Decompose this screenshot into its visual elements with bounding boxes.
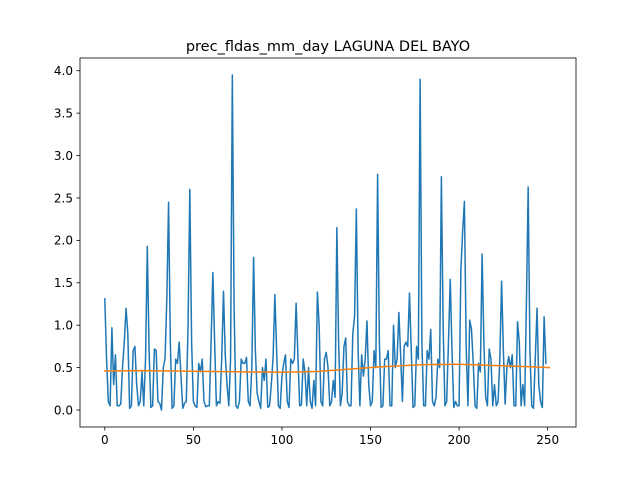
x-tick-label: 50 <box>186 433 201 447</box>
x-tick-label: 250 <box>536 433 559 447</box>
y-tick-label: 2.5 <box>54 191 73 205</box>
axes-frame <box>79 57 577 428</box>
x-tick-label: 100 <box>270 433 293 447</box>
y-tick-label: 4.0 <box>54 64 73 78</box>
x-tick-label: 0 <box>101 433 109 447</box>
plot-area: 0 50 100 150 200 250 0.0 0.5 1.0 1.5 2.0 2.5 3.0 3.5 4… <box>54 57 577 447</box>
series-line-2 <box>104 363 551 374</box>
y-tick-label: 3.0 <box>54 149 73 163</box>
y-tick-label: 0.5 <box>54 361 73 375</box>
series-line-1 <box>104 74 547 411</box>
y-tick-label: 1.0 <box>54 319 73 333</box>
x-tick-label: 150 <box>359 433 382 447</box>
x-tick-label: 200 <box>448 433 471 447</box>
y-tick-label: 2.0 <box>54 234 73 248</box>
y-tick-label: 1.5 <box>54 276 73 290</box>
y-tick-label: 0.0 <box>54 403 73 417</box>
chart-title: prec_fldas_mm_day LAGUNA DEL BAYO <box>186 39 470 55</box>
y-tick-label: 3.5 <box>54 106 73 120</box>
